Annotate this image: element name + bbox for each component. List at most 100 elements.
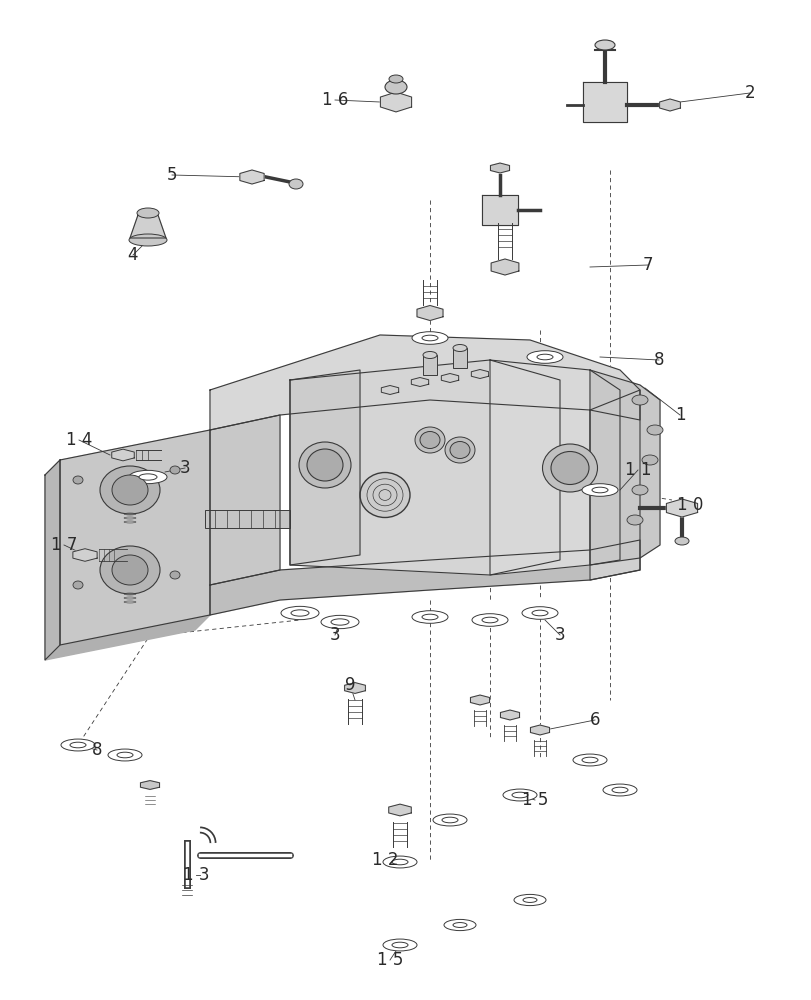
Ellipse shape bbox=[70, 742, 86, 748]
Ellipse shape bbox=[289, 179, 303, 189]
Polygon shape bbox=[130, 215, 165, 238]
Polygon shape bbox=[210, 415, 280, 585]
Ellipse shape bbox=[581, 757, 597, 763]
Ellipse shape bbox=[449, 442, 470, 458]
Text: 1 5: 1 5 bbox=[521, 791, 547, 809]
Ellipse shape bbox=[551, 452, 588, 485]
Polygon shape bbox=[666, 499, 697, 517]
Ellipse shape bbox=[331, 619, 349, 625]
Polygon shape bbox=[470, 369, 488, 378]
Ellipse shape bbox=[513, 894, 545, 906]
Ellipse shape bbox=[392, 859, 407, 865]
Ellipse shape bbox=[573, 754, 607, 766]
Ellipse shape bbox=[384, 80, 406, 94]
Bar bbox=[204, 510, 290, 528]
Ellipse shape bbox=[112, 475, 148, 505]
Text: 1 7: 1 7 bbox=[51, 536, 77, 554]
Bar bbox=[423, 355, 436, 375]
Ellipse shape bbox=[453, 344, 466, 352]
Ellipse shape bbox=[73, 476, 83, 484]
Ellipse shape bbox=[100, 466, 160, 514]
Polygon shape bbox=[290, 360, 560, 575]
Polygon shape bbox=[140, 781, 159, 789]
Polygon shape bbox=[490, 163, 508, 173]
Ellipse shape bbox=[521, 607, 557, 619]
Polygon shape bbox=[239, 170, 264, 184]
Ellipse shape bbox=[419, 432, 440, 448]
Text: 1 3: 1 3 bbox=[182, 866, 209, 884]
Ellipse shape bbox=[411, 332, 448, 344]
Ellipse shape bbox=[611, 787, 627, 793]
Ellipse shape bbox=[392, 942, 407, 948]
Polygon shape bbox=[45, 460, 60, 660]
Ellipse shape bbox=[422, 335, 437, 341]
Polygon shape bbox=[489, 360, 620, 575]
Ellipse shape bbox=[169, 466, 180, 474]
Ellipse shape bbox=[482, 617, 497, 623]
Ellipse shape bbox=[441, 817, 457, 823]
Polygon shape bbox=[73, 549, 97, 561]
Text: 4: 4 bbox=[127, 246, 138, 264]
Ellipse shape bbox=[453, 923, 466, 927]
Ellipse shape bbox=[631, 395, 647, 405]
Text: 1 0: 1 0 bbox=[676, 496, 702, 514]
Text: 9: 9 bbox=[345, 676, 355, 694]
Ellipse shape bbox=[411, 611, 448, 623]
Polygon shape bbox=[380, 92, 411, 112]
Ellipse shape bbox=[536, 354, 552, 360]
Text: 3: 3 bbox=[179, 459, 190, 477]
Polygon shape bbox=[388, 804, 410, 816]
Polygon shape bbox=[344, 683, 365, 693]
Polygon shape bbox=[417, 306, 443, 320]
Ellipse shape bbox=[73, 581, 83, 589]
Ellipse shape bbox=[100, 546, 160, 594]
Polygon shape bbox=[582, 82, 626, 122]
Polygon shape bbox=[441, 373, 458, 382]
Text: 1 2: 1 2 bbox=[371, 851, 397, 869]
Polygon shape bbox=[530, 725, 549, 735]
Ellipse shape bbox=[631, 485, 647, 495]
Ellipse shape bbox=[290, 610, 309, 616]
Ellipse shape bbox=[112, 555, 148, 585]
Ellipse shape bbox=[359, 473, 410, 518]
Text: 6: 6 bbox=[589, 711, 599, 729]
Ellipse shape bbox=[61, 739, 95, 751]
Ellipse shape bbox=[139, 474, 157, 480]
Text: 3: 3 bbox=[554, 626, 564, 644]
Ellipse shape bbox=[137, 208, 159, 218]
Text: 1: 1 bbox=[674, 406, 684, 424]
Ellipse shape bbox=[388, 75, 402, 83]
Polygon shape bbox=[470, 695, 489, 705]
Ellipse shape bbox=[526, 351, 562, 363]
Ellipse shape bbox=[603, 784, 636, 796]
Text: 1 1: 1 1 bbox=[624, 461, 650, 479]
Polygon shape bbox=[659, 99, 680, 111]
Bar bbox=[453, 348, 466, 368]
Ellipse shape bbox=[383, 856, 417, 868]
Polygon shape bbox=[45, 615, 210, 660]
Polygon shape bbox=[112, 449, 134, 461]
Ellipse shape bbox=[423, 352, 436, 359]
Polygon shape bbox=[590, 390, 639, 580]
Ellipse shape bbox=[444, 437, 474, 463]
Ellipse shape bbox=[414, 427, 444, 453]
Ellipse shape bbox=[471, 614, 508, 626]
Text: 3: 3 bbox=[329, 626, 340, 644]
Polygon shape bbox=[210, 335, 639, 430]
Polygon shape bbox=[482, 195, 517, 225]
Ellipse shape bbox=[512, 792, 527, 798]
Text: 8: 8 bbox=[653, 351, 663, 369]
Text: 8: 8 bbox=[92, 741, 102, 759]
Ellipse shape bbox=[626, 515, 642, 525]
Ellipse shape bbox=[522, 898, 536, 902]
Text: 5: 5 bbox=[166, 166, 177, 184]
Ellipse shape bbox=[129, 234, 167, 246]
Text: 7: 7 bbox=[642, 256, 652, 274]
Polygon shape bbox=[500, 710, 519, 720]
Ellipse shape bbox=[594, 40, 614, 50]
Polygon shape bbox=[290, 370, 359, 565]
Text: 1 5: 1 5 bbox=[376, 951, 403, 969]
Ellipse shape bbox=[674, 537, 689, 545]
Ellipse shape bbox=[591, 487, 607, 493]
Polygon shape bbox=[60, 430, 210, 645]
